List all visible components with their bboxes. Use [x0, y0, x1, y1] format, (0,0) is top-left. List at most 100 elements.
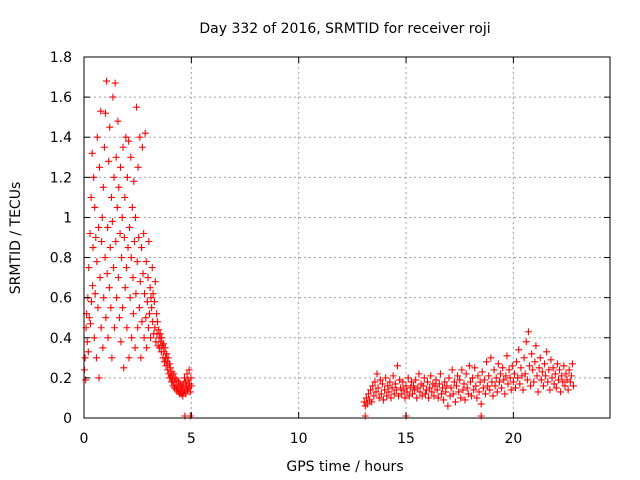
data-point — [449, 390, 457, 398]
data-point — [420, 374, 428, 382]
data-point — [410, 382, 418, 390]
data-point — [537, 376, 545, 384]
data-point — [477, 400, 485, 408]
data-point — [568, 360, 576, 368]
data-point — [106, 123, 114, 131]
data-point — [151, 278, 159, 286]
data-point — [98, 213, 106, 221]
data-point — [393, 362, 401, 370]
data-point — [92, 234, 100, 241]
data-point — [142, 258, 150, 266]
data-point — [115, 314, 123, 322]
data-point — [115, 183, 123, 191]
data-point — [424, 378, 432, 386]
data-point — [383, 392, 391, 400]
data-point — [86, 229, 94, 237]
data-point — [570, 382, 578, 390]
x-axis-label: GPS time / hours — [286, 459, 403, 475]
data-point — [432, 376, 440, 384]
data-point — [522, 338, 530, 346]
data-point — [546, 386, 554, 394]
data-point — [439, 384, 447, 392]
data-point — [435, 380, 443, 388]
data-point — [95, 163, 103, 171]
data-point — [527, 382, 535, 390]
data-point — [493, 388, 501, 396]
data-point — [151, 324, 159, 332]
y-tick-label: 1.8 — [50, 50, 72, 66]
data-point — [186, 388, 194, 396]
data-point — [386, 378, 394, 386]
data-point — [105, 284, 113, 292]
data-point — [498, 384, 506, 392]
data-point — [372, 388, 380, 396]
data-point — [560, 362, 568, 370]
data-point — [91, 203, 99, 211]
data-point — [108, 354, 116, 362]
data-point — [126, 223, 134, 231]
data-point — [463, 384, 471, 392]
data-point — [452, 382, 460, 390]
data-point — [554, 376, 562, 384]
data-point — [107, 304, 115, 312]
data-point — [484, 382, 492, 390]
data-point — [494, 360, 502, 368]
data-point — [445, 374, 453, 382]
data-point — [134, 324, 142, 332]
data-point — [520, 354, 528, 362]
data-point — [89, 244, 97, 252]
data-point — [508, 362, 516, 370]
data-point — [377, 390, 385, 398]
data-point — [103, 270, 111, 278]
data-point — [90, 173, 98, 181]
data-point — [113, 294, 121, 302]
data-point — [507, 386, 515, 394]
data-point — [85, 264, 93, 272]
data-point — [164, 354, 172, 362]
data-point — [141, 129, 149, 137]
data-point — [135, 234, 143, 241]
data-point — [516, 380, 524, 388]
data-point — [369, 382, 377, 390]
data-point — [462, 370, 470, 378]
data-point — [156, 330, 164, 338]
data-point — [443, 382, 451, 390]
data-point — [451, 398, 459, 406]
data-point — [388, 384, 396, 392]
data-point — [123, 173, 131, 181]
data-point — [119, 304, 127, 312]
data-point — [565, 366, 573, 374]
data-point — [135, 304, 143, 312]
data-point — [104, 334, 112, 342]
data-point — [539, 382, 547, 390]
data-point — [408, 390, 416, 398]
data-point — [119, 143, 127, 151]
data-point — [541, 360, 549, 368]
data-point — [187, 374, 195, 382]
data-point — [538, 368, 546, 376]
data-point — [532, 342, 540, 350]
data-point — [407, 378, 415, 386]
data-point — [161, 344, 169, 352]
data-point — [138, 244, 146, 252]
data-point — [126, 294, 134, 302]
data-point — [448, 366, 456, 374]
data-point — [504, 380, 512, 388]
data-point — [454, 372, 462, 380]
data-point — [381, 386, 389, 394]
data-point — [111, 79, 119, 87]
data-point — [392, 386, 400, 394]
x-tick-label: 0 — [80, 431, 89, 447]
data-point — [137, 354, 145, 362]
data-point — [112, 238, 120, 246]
data-point — [544, 378, 552, 386]
y-tick-label: 0 — [63, 411, 72, 427]
data-point — [495, 378, 503, 386]
data-point — [133, 258, 141, 266]
data-point — [364, 390, 372, 398]
data-point — [505, 366, 513, 374]
data-point — [99, 344, 107, 352]
data-point — [91, 290, 99, 298]
data-point — [94, 304, 102, 312]
data-point — [132, 213, 140, 221]
